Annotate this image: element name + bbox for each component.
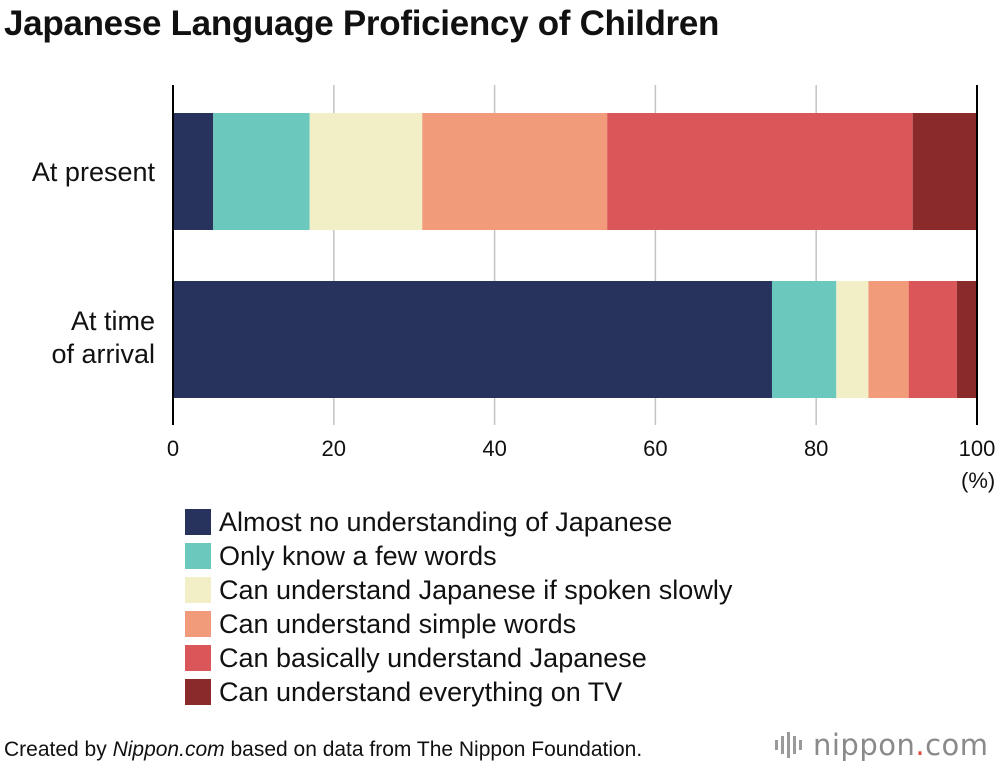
x-tick-label: 40 (482, 436, 507, 461)
nippon-com-logo[interactable]: nippon.com (775, 728, 989, 762)
legend-item: Only know a few words (185, 539, 732, 573)
category-label: At time of arrival (51, 305, 155, 371)
sound-bars-icon (775, 732, 805, 758)
legend-item: Can understand simple words (185, 607, 732, 641)
legend-item: Can understand everything on TV (185, 675, 732, 709)
bar-at-arrival-series-3 (836, 281, 869, 398)
legend-label: Only know a few words (219, 540, 497, 571)
category-label-line: of arrival (51, 339, 155, 369)
legend-label: Can basically understand Japanese (219, 642, 647, 673)
category-label: At present (32, 156, 155, 189)
category-label-line: At time (70, 306, 155, 336)
credit-source-link[interactable]: Nippon.com (112, 738, 225, 761)
legend-swatch (185, 509, 211, 535)
legend-swatch (185, 543, 211, 569)
legend-item: Almost no understanding of Japanese (185, 505, 732, 539)
x-tick-label: 20 (321, 436, 347, 461)
chart-title: Japanese Language Proficiency of Childre… (4, 4, 720, 43)
legend-swatch (185, 679, 211, 705)
legend-swatch (185, 577, 211, 603)
legend-label: Almost no understanding of Japanese (219, 506, 673, 537)
logo-text-end: com (925, 728, 989, 762)
logo-text-main: nippon (813, 728, 916, 762)
bar-at-arrival-series-5 (908, 281, 957, 398)
logo-wordmark: nippon.com (813, 728, 989, 762)
bar-at-present-series-2 (213, 113, 310, 230)
legend-label: Can understand everything on TV (219, 676, 623, 707)
legend-swatch (185, 645, 211, 671)
legend: Almost no understanding of Japanese Only … (185, 505, 732, 709)
x-tick-label: 80 (803, 436, 829, 461)
bar-at-arrival-series-4 (868, 281, 909, 398)
x-axis-unit-label: (%) (961, 468, 996, 493)
legend-item: Can basically understand Japanese (185, 641, 732, 675)
x-tick-label: 0 (166, 436, 180, 461)
bar-at-present-series-3 (309, 113, 423, 230)
bar-at-present-series-1 (173, 113, 214, 230)
x-tick-label: 60 (643, 436, 668, 461)
legend-swatch (185, 611, 211, 637)
credit-prefix: Created by (4, 738, 113, 761)
logo-text-dot: . (915, 728, 926, 762)
bar-at-present-series-4 (422, 113, 608, 230)
bar-at-present-series-5 (607, 113, 913, 230)
source-credit: Created by Nippon.com based on data from… (4, 738, 642, 762)
bar-at-arrival-series-1 (173, 281, 772, 398)
x-tick-label: 100 (958, 436, 996, 461)
credit-suffix: based on data from The Nippon Foundation… (224, 738, 643, 761)
bar-at-present-series-6 (912, 113, 977, 230)
bar-at-arrival-series-2 (771, 281, 837, 398)
legend-label: Can understand Japanese if spoken slowly (219, 574, 733, 605)
bar-at-arrival-series-6 (956, 281, 977, 398)
category-label-line: At present (31, 156, 155, 187)
legend-item: Can understand Japanese if spoken slowly (185, 573, 732, 607)
legend-label: Can understand simple words (219, 608, 577, 639)
